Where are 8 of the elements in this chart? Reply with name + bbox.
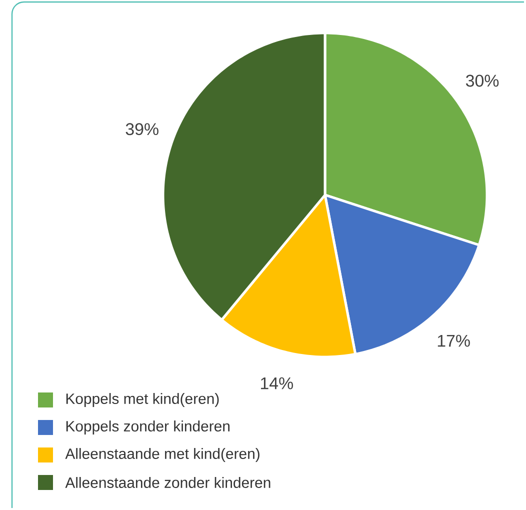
legend-label: Koppels zonder kinderen [66,420,230,434]
data-label: 14% [261,377,293,390]
data-label: 30% [466,74,499,87]
data-label: 39% [126,123,158,136]
legend-label: Alleenstaande met kind(eren) [65,448,260,462]
legend-label: Alleenstaande zonder kinderen [65,477,270,488]
legend-label: Koppels met kind(eren) [66,393,219,407]
data-label: 17% [438,334,470,347]
